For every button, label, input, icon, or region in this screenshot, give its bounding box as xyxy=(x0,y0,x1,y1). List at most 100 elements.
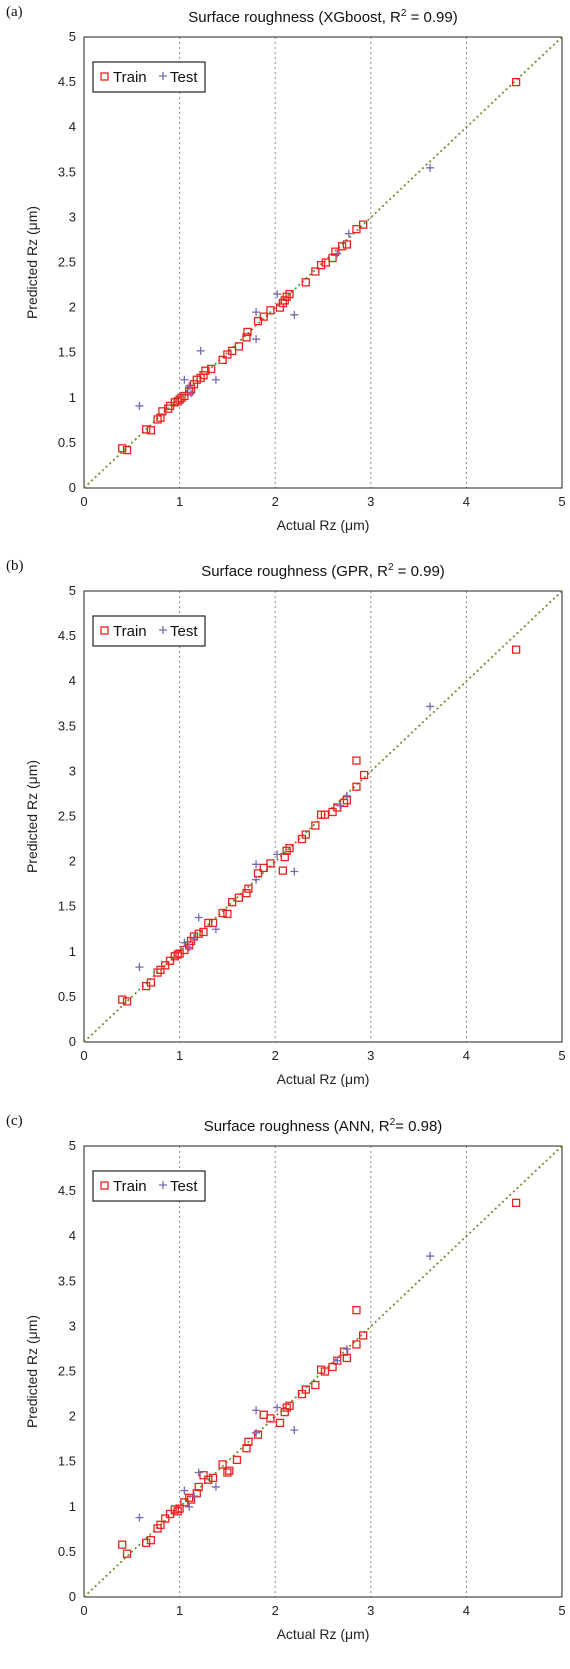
legend-train-label: Train xyxy=(113,69,147,86)
y-tick-label: 4.5 xyxy=(58,628,76,643)
train-point xyxy=(311,1380,320,1390)
panel-label: (b) xyxy=(6,558,24,574)
scatter-plot: 0 1 2 3 4 5 0 0.5 1 1.5 2 2.5 3 3.5 4 4.5 5 Train Test Actu… xyxy=(24,29,566,533)
legend-test-marker xyxy=(159,626,167,634)
panel-label: (a) xyxy=(6,4,23,20)
train-point xyxy=(242,333,251,342)
train-point xyxy=(234,893,244,902)
test-point xyxy=(273,290,282,299)
x-tick-label: 1 xyxy=(176,1048,183,1063)
test-point xyxy=(290,867,299,876)
chart-title: Surface roughness (ANN, R2= 0.98) xyxy=(84,1117,562,1135)
train-point xyxy=(234,342,244,351)
train-point xyxy=(311,821,320,830)
x-tick-label: 1 xyxy=(176,1603,183,1618)
test-point xyxy=(211,375,220,384)
y-tick-label: 2.5 xyxy=(58,809,76,824)
x-tick-label: 5 xyxy=(558,494,565,509)
test-point xyxy=(189,934,198,943)
scatter-plot: 0 1 2 3 4 5 0 0.5 1 1.5 2 2.5 3 3.5 4 4.5 5 Train Test Actu… xyxy=(24,1138,566,1642)
chart-title-suffix: = 0.99) xyxy=(393,563,445,580)
x-tick-label: 4 xyxy=(463,1603,470,1618)
y-axis-title: Predicted Rz (μm) xyxy=(24,1315,40,1428)
train-point xyxy=(218,1460,227,1469)
train-point xyxy=(328,807,337,817)
y-tick-label: 2 xyxy=(69,300,76,315)
test-point xyxy=(252,1428,261,1437)
train-point xyxy=(208,1473,218,1483)
train-point xyxy=(194,1482,203,1492)
y-tick-label: 4 xyxy=(69,673,76,688)
train-point xyxy=(175,1504,184,1513)
test-point xyxy=(342,791,351,800)
chart-title: Surface roughness (XGboost, R2 = 0.99) xyxy=(84,8,562,26)
legend-test-label: Test xyxy=(170,69,198,86)
x-tick-label: 2 xyxy=(272,1603,279,1618)
train-point xyxy=(253,1430,263,1439)
x-axis-title: Actual Rz (μm) xyxy=(277,517,370,533)
train-point xyxy=(173,950,182,959)
test-point xyxy=(426,163,435,172)
train-point xyxy=(156,413,165,422)
train-point xyxy=(199,371,208,380)
x-tick-label: 4 xyxy=(463,1048,470,1063)
train-point xyxy=(232,1455,242,1465)
train-point xyxy=(337,242,347,251)
x-tick-label: 4 xyxy=(463,494,470,509)
test-point xyxy=(342,1344,351,1353)
test-point xyxy=(333,249,342,258)
plot-frame xyxy=(83,1145,563,1598)
legend-box xyxy=(92,1170,206,1202)
diagonal-reference-line xyxy=(83,590,563,1043)
train-point xyxy=(146,426,156,435)
y-tick-label: 5 xyxy=(69,1138,76,1153)
train-point xyxy=(208,918,218,928)
train-point xyxy=(199,1471,208,1480)
test-point xyxy=(185,1502,194,1511)
test-point xyxy=(252,335,261,344)
train-point xyxy=(173,1507,182,1516)
test-point xyxy=(336,801,345,810)
y-tick-label: 2 xyxy=(69,854,76,869)
test-point xyxy=(180,375,189,384)
test-point xyxy=(135,963,144,972)
test-point xyxy=(333,1356,342,1365)
test-point xyxy=(252,308,261,317)
scatter-plot: 0 1 2 3 4 5 0 0.5 1 1.5 2 2.5 3 3.5 4 4.5 5 Train Test Actu… xyxy=(24,583,566,1087)
y-axis-title: Predicted Rz (μm) xyxy=(24,760,40,873)
test-point xyxy=(185,943,194,952)
test-point xyxy=(252,1406,261,1415)
y-tick-label: 3 xyxy=(69,209,76,224)
x-tick-label: 2 xyxy=(272,494,279,509)
train-point xyxy=(259,863,268,873)
train-point xyxy=(225,1466,234,1475)
train-point xyxy=(266,306,275,315)
test-point xyxy=(290,310,299,319)
legend-test-label: Test xyxy=(170,1178,198,1195)
train-point xyxy=(165,956,175,965)
train-point xyxy=(180,391,189,401)
y-tick-label: 3.5 xyxy=(58,1273,76,1288)
test-point xyxy=(252,875,261,884)
y-tick-label: 0.5 xyxy=(58,435,76,450)
train-point xyxy=(156,965,165,974)
train-point xyxy=(316,261,326,270)
x-tick-label: 0 xyxy=(80,1603,87,1618)
train-point xyxy=(244,1437,253,1447)
train-point xyxy=(253,316,263,326)
test-point xyxy=(273,850,282,859)
y-tick-label: 1.5 xyxy=(58,899,76,914)
test-point xyxy=(252,860,261,869)
test-point xyxy=(187,389,196,398)
train-point xyxy=(223,909,232,919)
y-tick-label: 1.5 xyxy=(58,1454,76,1469)
test-point xyxy=(273,1403,282,1412)
test-point xyxy=(426,702,435,711)
train-point xyxy=(511,77,521,87)
train-point xyxy=(311,267,320,276)
legend-test-marker xyxy=(159,1181,167,1189)
y-tick-label: 4 xyxy=(69,119,76,134)
train-point xyxy=(352,224,361,234)
y-tick-label: 2.5 xyxy=(58,1364,76,1379)
